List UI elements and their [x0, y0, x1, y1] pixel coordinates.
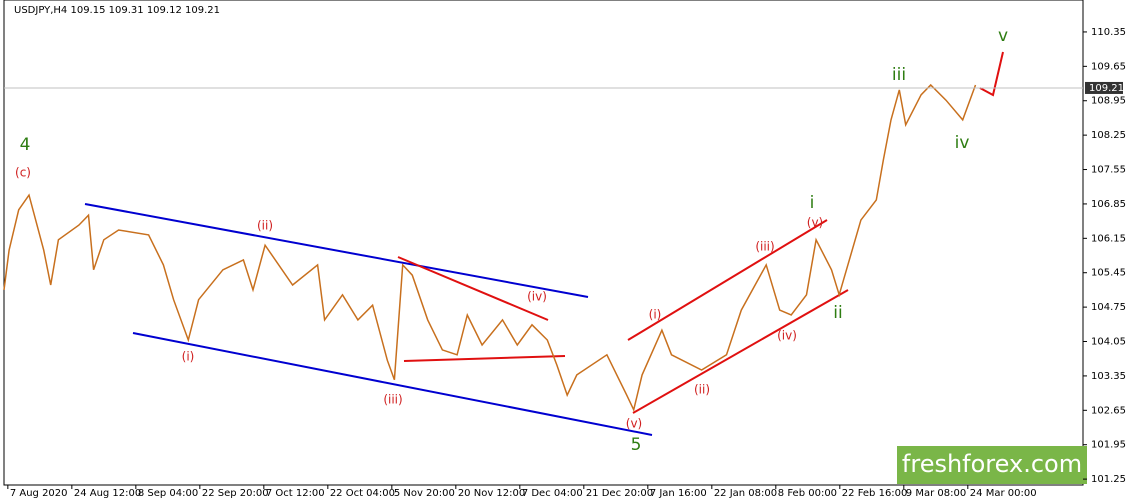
x-tick-label: 22 Feb 16:00 [842, 488, 908, 499]
x-tick-label: 24 Mar 00:00 [970, 488, 1037, 499]
wave-label: (ii) [257, 219, 273, 233]
y-tick-label: 103.35 [1091, 371, 1126, 382]
wave-label: (i) [182, 350, 195, 364]
y-tick-label: 106.85 [1091, 199, 1126, 210]
wave-label: (iii) [755, 240, 774, 254]
wave-label: 4 [20, 135, 31, 155]
price-line [3, 83, 977, 413]
wave-label: (ii) [694, 383, 710, 397]
x-tick-label: 8 Sep 04:00 [138, 488, 198, 499]
x-tick-label: 22 Jan 08:00 [714, 488, 777, 499]
y-tick-label: 101.95 [1091, 440, 1126, 451]
wave-label: iv [955, 133, 970, 153]
x-tick-label: 21 Dec 20:00 [586, 488, 653, 499]
wave-label: (iv) [527, 290, 547, 304]
y-tick-label: 106.15 [1091, 233, 1126, 244]
triangle-line [397, 256, 549, 321]
y-tick-label: 108.95 [1091, 96, 1126, 107]
channel-line [84, 203, 589, 298]
x-tick-label: 22 Sep 20:00 [202, 488, 269, 499]
chart-title: USDJPY,H4 109.15 109.31 109.12 109.21 [14, 5, 220, 16]
y-tick-label: 104.75 [1091, 302, 1126, 313]
wave-label: (c) [15, 166, 31, 180]
wave-label: (v) [626, 417, 642, 431]
wave-label: 5 [631, 435, 642, 455]
wave-label: ii [833, 303, 842, 323]
channel-line [632, 289, 849, 414]
x-tick-label: 7 Jan 16:00 [650, 488, 707, 499]
y-tick-label: 110.35 [1091, 27, 1126, 38]
x-tick-label: 24 Aug 12:00 [74, 488, 141, 499]
wave-label: (i) [649, 308, 662, 322]
current-price-label: 109.21 [1089, 83, 1124, 94]
wave-label: iii [892, 65, 906, 85]
wave-label: (iii) [383, 393, 402, 407]
triangle-line [403, 355, 566, 362]
watermark-box [897, 446, 1087, 484]
x-tick-label: 7 Aug 2020 [10, 488, 68, 499]
current-price-box [1085, 81, 1123, 94]
x-tick-label: 7 Dec 04:00 [522, 488, 583, 499]
channel-line [132, 332, 653, 436]
forecast-path [979, 51, 1004, 97]
y-tick-label: 108.25 [1091, 130, 1126, 141]
x-tick-label: 7 Oct 12:00 [266, 488, 325, 499]
x-tick-label: 9 Mar 08:00 [906, 488, 966, 499]
y-tick-label: 101.25 [1091, 474, 1126, 485]
x-tick-label: 8 Feb 00:00 [778, 488, 837, 499]
plot-frame [3, 0, 1084, 486]
wave-label: (iv) [777, 329, 797, 343]
x-tick-label: 22 Oct 04:00 [330, 488, 395, 499]
wave-label: i [810, 193, 815, 213]
y-tick-label: 107.55 [1091, 165, 1126, 176]
x-tick-label: 20 Nov 12:00 [458, 488, 525, 499]
watermark: freshforex.com [902, 450, 1082, 478]
wave-label: (v) [807, 216, 823, 230]
channel-line [627, 219, 828, 341]
y-tick-label: 109.65 [1091, 61, 1126, 72]
wave-label: v [998, 26, 1008, 46]
y-tick-label: 105.45 [1091, 268, 1126, 279]
y-tick-label: 104.05 [1091, 337, 1126, 348]
x-tick-label: 5 Nov 20:00 [394, 488, 455, 499]
y-tick-label: 102.65 [1091, 405, 1126, 416]
